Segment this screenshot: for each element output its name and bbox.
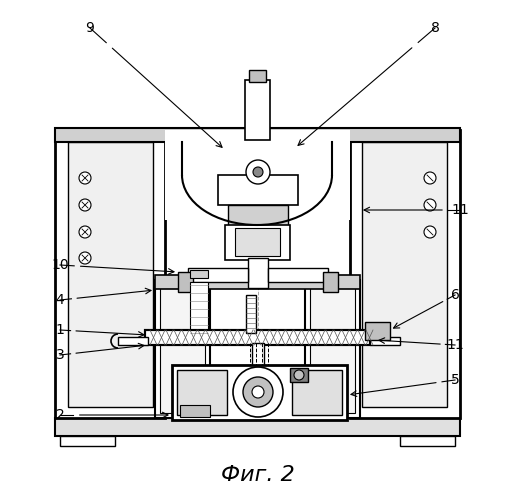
Text: 5: 5	[451, 373, 459, 387]
Bar	[218, 175, 298, 205]
Bar	[180, 405, 210, 417]
Text: 4: 4	[56, 293, 64, 307]
Bar	[228, 205, 288, 230]
Bar	[323, 272, 338, 292]
Circle shape	[424, 226, 436, 238]
Text: 1: 1	[56, 323, 64, 337]
Bar	[55, 128, 460, 142]
Circle shape	[79, 172, 91, 184]
Bar	[350, 130, 460, 418]
Circle shape	[79, 252, 91, 264]
Circle shape	[424, 172, 436, 184]
Circle shape	[79, 226, 91, 238]
Bar	[365, 322, 390, 340]
Bar	[160, 285, 205, 413]
Bar	[55, 130, 165, 418]
Circle shape	[253, 383, 263, 393]
Text: 10: 10	[51, 258, 69, 272]
Bar	[190, 282, 208, 342]
Circle shape	[79, 199, 91, 211]
Bar	[190, 270, 208, 278]
Bar	[268, 268, 328, 282]
Bar	[292, 370, 342, 415]
Bar	[177, 370, 227, 415]
Bar	[188, 268, 248, 282]
Bar	[55, 418, 460, 436]
Bar	[145, 330, 370, 345]
Bar	[225, 225, 290, 260]
Text: 9: 9	[85, 21, 94, 35]
Bar	[60, 436, 115, 446]
Bar	[248, 258, 268, 288]
Text: Фиг. 2: Фиг. 2	[221, 465, 295, 485]
Text: 3: 3	[56, 348, 64, 362]
Bar	[400, 436, 455, 446]
Bar	[178, 272, 193, 292]
Text: 11: 11	[451, 203, 469, 217]
Circle shape	[424, 199, 436, 211]
Circle shape	[233, 367, 283, 417]
Circle shape	[246, 160, 270, 184]
Circle shape	[253, 167, 263, 177]
Bar	[155, 275, 360, 289]
Bar	[370, 337, 400, 345]
Bar	[305, 280, 360, 418]
Bar	[246, 295, 256, 333]
Bar	[145, 330, 370, 345]
Bar	[118, 337, 148, 345]
Circle shape	[294, 370, 304, 380]
Bar	[172, 365, 347, 420]
Bar	[252, 343, 264, 388]
Bar	[165, 130, 350, 220]
Circle shape	[243, 377, 273, 407]
Bar	[235, 228, 280, 256]
Bar	[249, 70, 266, 82]
Circle shape	[252, 386, 264, 398]
Bar	[155, 280, 210, 418]
Text: 2: 2	[56, 408, 64, 422]
Text: 6: 6	[451, 288, 459, 302]
Bar	[310, 285, 355, 413]
Bar	[68, 142, 153, 407]
Bar	[362, 142, 447, 407]
Bar	[290, 368, 308, 382]
Text: 8: 8	[431, 21, 439, 35]
Text: 11: 11	[446, 338, 464, 352]
Bar	[245, 80, 270, 140]
